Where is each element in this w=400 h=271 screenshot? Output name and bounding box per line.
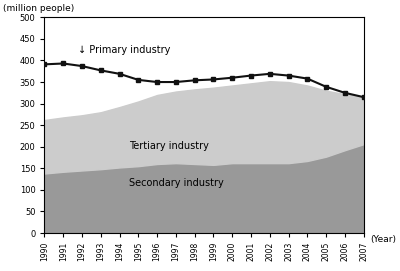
Text: Secondary industry: Secondary industry — [129, 178, 224, 188]
Text: ↓ Primary industry: ↓ Primary industry — [78, 45, 171, 55]
Text: (Year): (Year) — [370, 235, 396, 244]
Text: (million people): (million people) — [3, 4, 74, 13]
Text: Tertiary industry: Tertiary industry — [129, 141, 209, 151]
